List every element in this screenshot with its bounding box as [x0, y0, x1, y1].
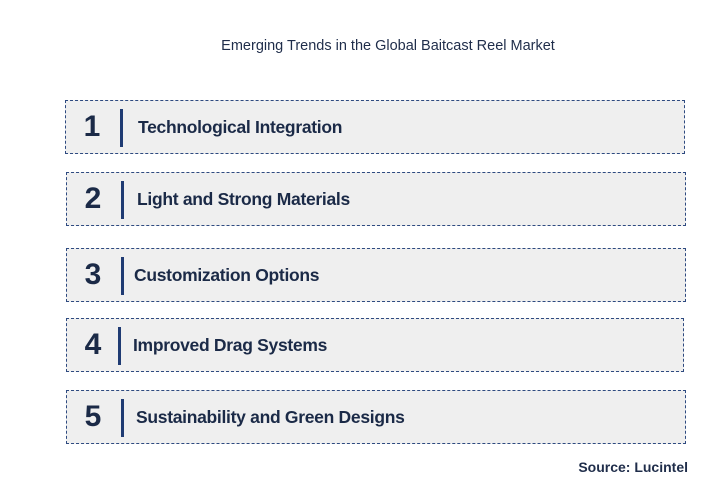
trend-item-4: 4 Improved Drag Systems — [66, 318, 684, 372]
trend-label-5: Sustainability and Green Designs — [136, 406, 405, 427]
trend-divider-4 — [118, 327, 121, 365]
trend-number-3: 3 — [84, 258, 102, 291]
trend-label-3: Customization Options — [134, 264, 320, 285]
trend-number-1: 1 — [83, 110, 101, 143]
trend-label-2: Light and Strong Materials — [137, 188, 350, 209]
source-note: Source: Lucintel — [578, 459, 688, 475]
trend-divider-3 — [121, 257, 124, 295]
trend-item-2: 2 Light and Strong Materials — [66, 172, 686, 226]
trend-label-4: Improved Drag Systems — [133, 334, 328, 355]
trend-item-5: 5 Sustainability and Green Designs — [66, 390, 686, 444]
trend-divider-5 — [121, 399, 124, 437]
trend-number-2: 2 — [84, 182, 102, 215]
trend-item-1: 1 Technological Integration — [65, 100, 685, 154]
trend-number-5: 5 — [84, 400, 102, 433]
trend-number-4: 4 — [84, 328, 102, 361]
trend-divider-2 — [121, 181, 124, 219]
diagram-title: Emerging Trends in the Global Baitcast R… — [221, 38, 555, 54]
trend-divider-1 — [120, 109, 123, 147]
trend-item-3: 3 Customization Options — [66, 248, 686, 302]
trend-label-1: Technological Integration — [138, 116, 343, 137]
